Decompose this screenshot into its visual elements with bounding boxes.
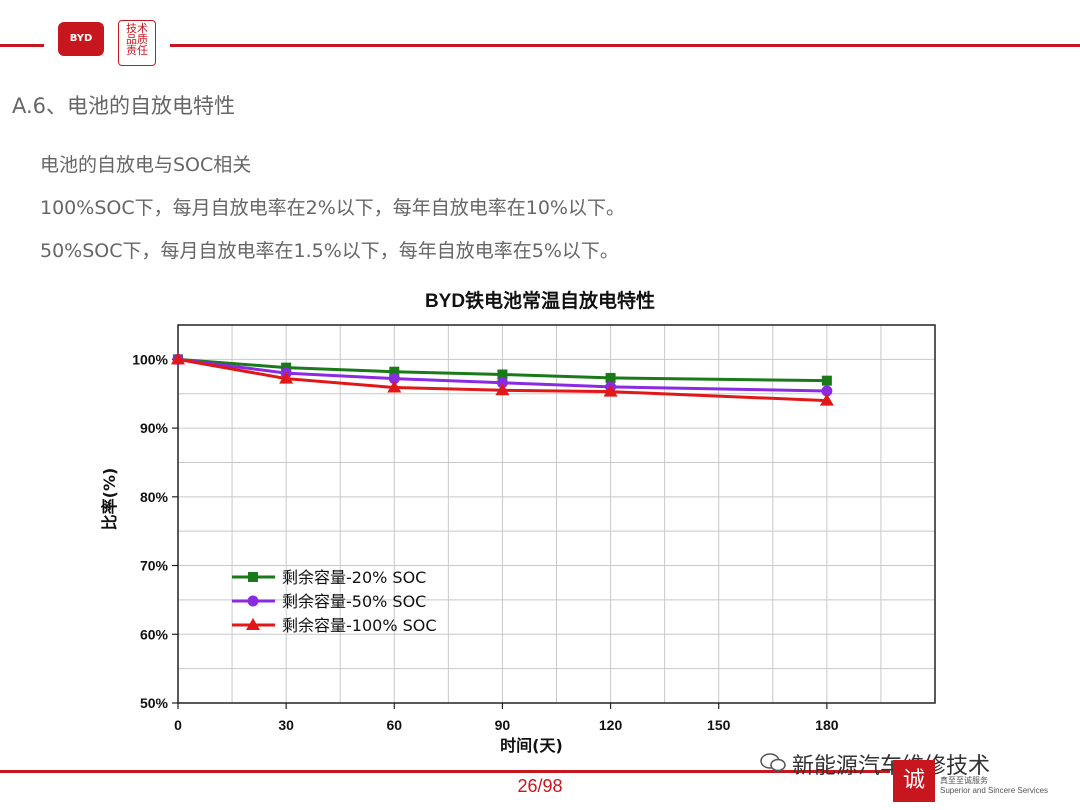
legend: 剩余容量-20% SOC 剩余容量-50% SOC 剩余容量-100% SOC [232,568,437,635]
y-tick-label: 60% [140,626,169,642]
y-tick-label: 80% [140,489,169,505]
footer-rule [0,770,890,773]
page-number: 26/98 [517,776,563,796]
data-point [819,393,834,406]
x-axis-label: 时间(天) [500,736,563,755]
data-point [821,385,833,397]
quality-seal-logo: 技术 品质 责任 [118,20,156,66]
stamp-caption-cn: 真至至诚服务 [940,776,988,785]
series-line [177,357,827,403]
wechat-icon [760,753,786,772]
body-line-3: 50%SOC下，每月自放电率在1.5%以下，每年自放电率在5%以下。 [40,240,619,262]
y-tick-label: 90% [140,420,169,436]
y-tick-label: 70% [140,558,169,574]
chart-title: BYD铁电池常温自放电特性 [424,291,656,312]
data-point [171,352,185,365]
data-point [603,384,618,397]
data-point [605,372,616,383]
stamp-caption: 真至至诚服务 Superior and Sincere Services [940,776,1048,796]
legend-marker [247,595,259,607]
x-tick-label: 120 [599,717,623,733]
x-tick-label: 150 [707,717,731,733]
legend-label: 剩余容量-100% SOC [282,616,437,635]
x-tick-label: 180 [815,717,839,733]
self-discharge-chart: 50% 60% 70% 80% 90% 100% 0 30 60 90 120 150 180 时间(天)… [100,324,936,755]
data-point [497,369,508,380]
x-tick-label: 60 [386,717,402,733]
series-3 [171,352,834,406]
stamp-caption-en: Superior and Sincere Services [940,786,1049,795]
data-point [279,371,294,384]
legend-label: 剩余容量-50% SOC [282,592,426,611]
y-tick-label: 50% [140,695,169,711]
legend-label: 剩余容量-20% SOC [282,568,426,587]
body-line-2: 100%SOC下，每月自放电率在2%以下，每年自放电率在10%以下。 [40,197,625,219]
legend-marker [248,572,258,582]
header-rule-left [0,44,44,47]
data-point [387,380,402,393]
x-tick-label: 0 [174,717,182,733]
plot-frame [177,324,936,704]
data-point [495,383,510,396]
watermark-text: 新能源汽车维修技术 [792,754,991,779]
header-rule-right [170,44,1080,47]
x-tick-label: 90 [495,717,511,733]
section-heading: A.6、电池的自放电特性 [12,94,236,118]
y-axis-label: 比率(%) [100,468,119,531]
body-line-1: 电池的自放电与SOC相关 [40,154,252,176]
data-point [389,366,400,377]
data-point [821,375,832,386]
data-point [388,373,400,385]
legend-marker [246,618,260,630]
x-tick-label: 30 [278,717,294,733]
sincere-stamp: 诚 [893,760,935,802]
series-line [177,357,827,383]
series-line [177,357,827,393]
y-tick-label: 100% [132,351,168,367]
data-point [496,377,508,389]
byd-logo: BYD [58,22,104,56]
